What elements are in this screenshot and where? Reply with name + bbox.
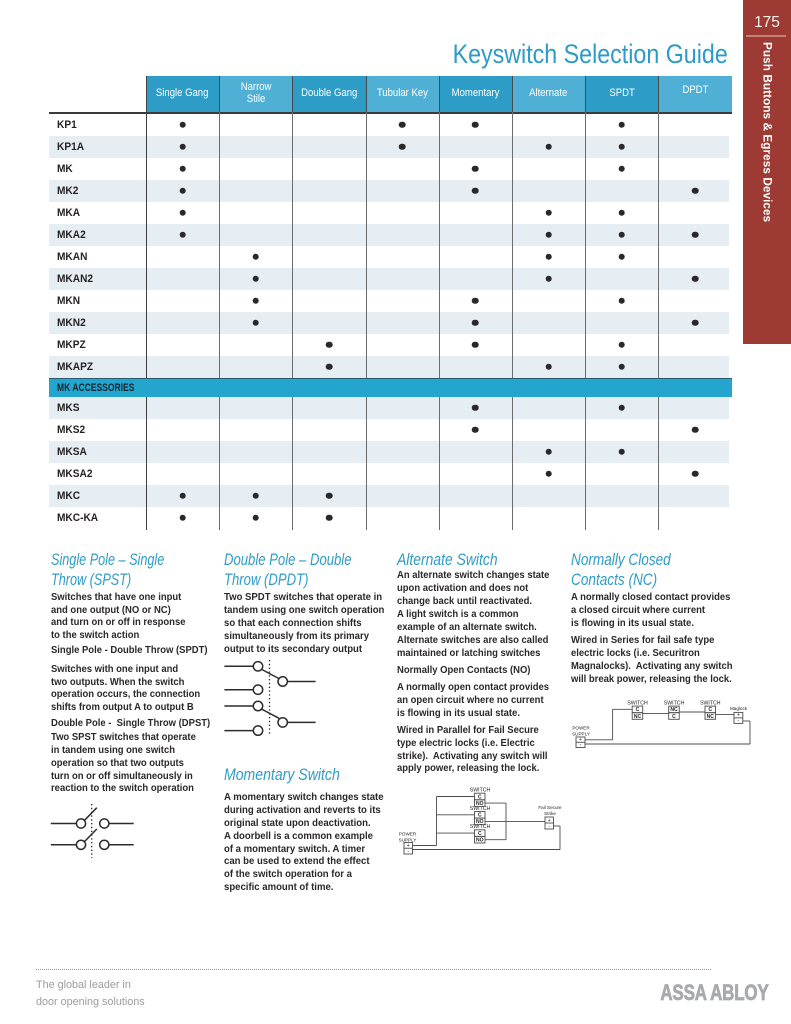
- svg-text:+: +: [579, 737, 582, 743]
- svg-text:SWITCH: SWITCH: [470, 824, 491, 830]
- svg-text:C: C: [672, 714, 676, 720]
- svg-text:-: -: [548, 823, 550, 829]
- svg-text:-: -: [407, 848, 409, 854]
- svg-text:Fail Secure: Fail Secure: [538, 805, 562, 810]
- svg-text:Strike: Strike: [544, 811, 556, 816]
- svg-text:NO: NO: [476, 819, 484, 825]
- svg-text:SUPPLY: SUPPLY: [572, 731, 590, 736]
- svg-text:POWER: POWER: [399, 832, 417, 837]
- svg-text:C: C: [708, 707, 712, 713]
- svg-text:Maglock: Maglock: [730, 706, 748, 711]
- svg-text:+: +: [407, 843, 410, 849]
- svg-text:-: -: [738, 718, 740, 724]
- svg-text:NO: NO: [476, 838, 484, 844]
- svg-text:SWITCH: SWITCH: [627, 701, 648, 707]
- svg-text:C: C: [478, 813, 482, 819]
- svg-text:POWER: POWER: [572, 726, 590, 731]
- svg-text:SWITCH: SWITCH: [700, 701, 721, 707]
- svg-text:+: +: [548, 818, 551, 824]
- svg-text:-: -: [580, 742, 582, 748]
- svg-text:NC: NC: [707, 714, 715, 720]
- svg-text:SUPPLY: SUPPLY: [399, 837, 417, 842]
- svg-text:NC: NC: [634, 714, 642, 720]
- svg-text:SWITCH: SWITCH: [664, 701, 685, 707]
- svg-text:SWITCH: SWITCH: [470, 788, 491, 794]
- svg-text:C: C: [478, 831, 482, 837]
- svg-text:+: +: [737, 713, 740, 719]
- svg-text:NO: NO: [476, 801, 484, 807]
- svg-text:SWITCH: SWITCH: [470, 806, 491, 812]
- svg-text:C: C: [478, 794, 482, 800]
- svg-text:C: C: [636, 707, 640, 713]
- svg-text:NC: NC: [670, 707, 678, 713]
